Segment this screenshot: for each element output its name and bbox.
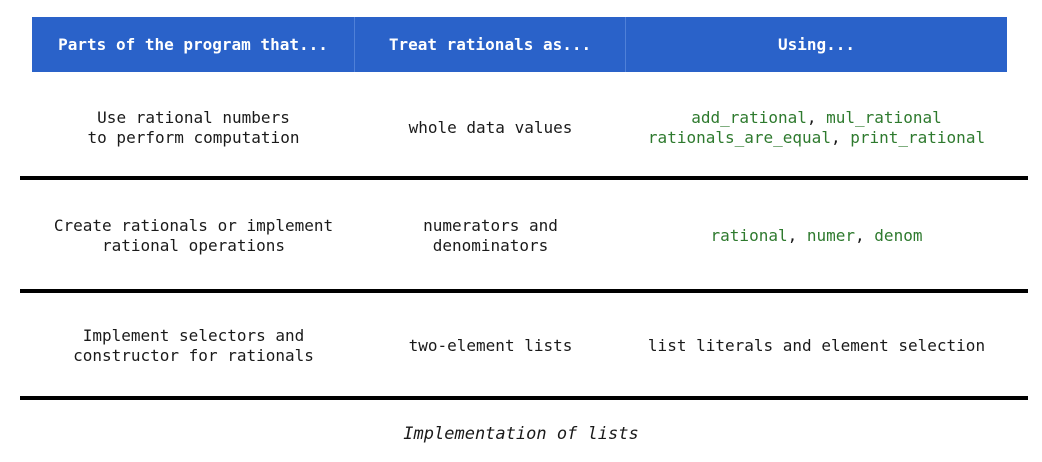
row-3-using: list literals and element selection [626,295,1007,397]
function-numer: numer [806,226,856,245]
table-row: Use rational numbers to perform computat… [32,80,1007,176]
function-add-rational: add_rational [691,108,807,127]
row-3-using-line-1: list literals and element selection [648,336,985,356]
separator: , [787,226,807,245]
separator: , [806,108,827,127]
header-using: Using... [777,35,856,54]
header-treat-rationals-as: Treat rationals as... [355,17,626,72]
row-2-using: rational, numer, denom [626,182,1007,290]
row-1-parts-line-1: Use rational numbers [97,108,290,127]
row-1-treat-as: whole data values [355,80,626,176]
abstraction-barrier-3 [20,396,1028,400]
function-denom: denom [874,226,923,245]
row-2-parts: Create rationals or implement rational o… [32,182,355,290]
table-row: Implement selectors and constructor for … [32,295,1007,397]
row-1-using-line-1: add_rational, mul_rational [691,108,941,128]
row-2-treat-line-2: denominators [432,236,549,255]
separator: , [830,128,851,147]
function-rationals-are-equal: rationals_are_equal [647,128,831,147]
row-1-parts-line-2: to perform computation [87,128,300,147]
row-1-parts: Use rational numbers to perform computat… [32,80,355,176]
footer-caption: Implementation of lists [403,424,639,444]
table-header: Parts of the program that... Treat ratio… [32,17,1007,72]
function-mul-rational: mul_rational [826,108,942,127]
row-3-parts-line-1: Implement selectors and [82,326,305,345]
row-3-parts: Implement selectors and constructor for … [32,295,355,397]
row-2-parts-line-1: Create rationals or implement [53,216,334,235]
row-2-parts-line-2: rational operations [101,236,286,255]
list-literals-text: list literals and element selection [647,336,986,355]
row-3-parts-line-2: constructor for rationals [73,346,314,365]
row-3-treat-line-1: two-element lists [408,336,573,355]
row-1-using-line-2: rationals_are_equal, print_rational [648,128,985,148]
row-1-using: add_rational, mul_rational rationals_are… [626,80,1007,176]
row-3-treat-as: two-element lists [355,295,626,397]
row-2-treat-line-1: numerators and [423,216,558,235]
row-2-using-line-1: rational, numer, denom [711,226,923,246]
table-row: Create rationals or implement rational o… [32,182,1007,290]
header-parts-of-program: Parts of the program that... [32,17,355,72]
abstraction-barrier-2 [20,289,1028,293]
function-print-rational: print_rational [850,128,986,147]
separator: , [855,226,875,245]
abstraction-barrier-1 [20,176,1028,180]
row-2-treat-as: numerators and denominators [355,182,626,290]
row-1-treat-line-1: whole data values [408,118,573,137]
function-rational: rational [710,226,788,245]
